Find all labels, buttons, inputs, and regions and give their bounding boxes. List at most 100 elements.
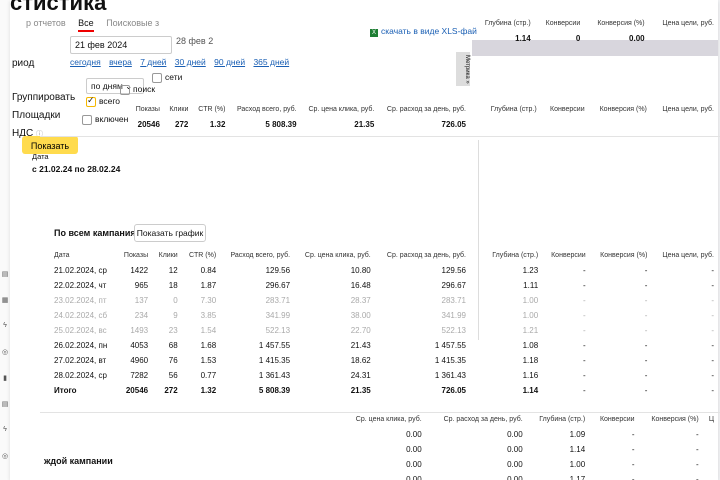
tab-prefix: р отчетов [26, 18, 66, 28]
show-button[interactable]: Показать [22, 136, 78, 154]
row-conv: - [583, 356, 586, 365]
pc-cpc: 0.00 [406, 430, 422, 439]
table-row: 0.00 0.00 1.14 - - [340, 442, 718, 457]
pc-goal [703, 427, 718, 442]
table-icon[interactable]: ▤ [1, 401, 9, 408]
row-clicks: 0 [173, 296, 178, 305]
area-all-label: всего [99, 96, 121, 106]
tab-search[interactable]: Поисковые з [106, 18, 160, 28]
metric-header: Конверсия (%) [597, 20, 645, 27]
pc-cpc: 0.00 [406, 445, 422, 454]
bolt-icon-2[interactable]: ϟ [3, 426, 7, 433]
per-campaign-body: 0.00 0.00 1.09 - - 0.00 0.00 1.14 - - 0.00 0.00 1.00… [340, 427, 718, 480]
range-90[interactable]: 90 дней [214, 57, 246, 67]
table-row: 27.02.2024, вт 4960 76 1.53 1 415.35 18.62 1 4… [50, 353, 470, 368]
range-7[interactable]: 7 дней [140, 57, 167, 67]
xls-link-text: скачать в виде XLS-фай [381, 26, 477, 36]
row-date: 25.02.2024, вс [54, 326, 107, 335]
row-convp: - [644, 281, 648, 290]
date-from-input[interactable]: 21 фев 2024 [70, 36, 172, 54]
row-ctr: 3.85 [200, 311, 217, 320]
total-metrics-row: 1.14 - - - [482, 383, 718, 398]
quick-ranges: сегодня вчера 7 дней 30 дней 90 дней 365… [70, 57, 295, 67]
total-conv: - [583, 386, 586, 395]
pc-cpc: 0.00 [406, 460, 422, 469]
row-cost: 341.99 [265, 311, 291, 320]
summary-table: Показы Клики CTR (%) Расход всего, руб. … [130, 102, 470, 132]
check-circle-icon-2[interactable]: ◎ [1, 453, 9, 460]
date-to-input[interactable]: 28 фев 2 [176, 36, 214, 46]
section-title-per-campaign: ждой кампании [44, 456, 113, 466]
row-cost: 129.56 [265, 266, 291, 275]
tab-all[interactable]: Все [78, 18, 94, 32]
area-networks-checkbox[interactable]: сети [152, 72, 182, 83]
row-clicks: 76 [168, 356, 178, 365]
row-depth: 1.11 [523, 281, 539, 290]
grid-icon[interactable]: ▦ [1, 297, 9, 304]
row-cpc: 38.00 [350, 311, 371, 320]
check-circle-icon[interactable]: ◎ [1, 349, 9, 356]
vat-label: НДС ⓘ [12, 128, 43, 139]
total-ctr: 1.32 [200, 386, 217, 395]
table-row: 0.00 0.00 1.17 - - [340, 472, 718, 480]
row-daily: 283.71 [441, 296, 466, 305]
row-convp: - [644, 266, 648, 275]
row-date: 24.02.2024, сб [54, 311, 108, 320]
col-header: Ср. расход за день, руб. [386, 252, 466, 259]
row-date: 28.02.2024, ср [54, 371, 107, 380]
area-search-checkbox[interactable]: поиск [120, 84, 155, 95]
pc-depth: 1.17 [569, 475, 586, 480]
section-title-all: По всем кампаниям [54, 228, 143, 238]
summary-metric-header: Цена цели, руб. [662, 106, 714, 113]
total-depth: 1.14 [522, 386, 539, 395]
total-shows: 20546 [125, 386, 149, 395]
metrics-header-bar [472, 40, 718, 56]
row-daily: 1 457.55 [434, 341, 466, 350]
top-metrics-table: Глубина (стр.) Конверсии Конверсия (%) Ц… [472, 16, 718, 46]
row-date: 27.02.2024, вт [54, 356, 107, 365]
table-row: 1.08 - - - [482, 338, 718, 353]
range-yesterday[interactable]: вчера [109, 57, 132, 67]
metric-value: 0.00 [629, 34, 645, 43]
metric-col-header: Цена цели, руб. [662, 252, 714, 259]
row-daily: 1 415.35 [434, 356, 466, 365]
metric-col-header: Конверсии [551, 252, 586, 259]
range-365[interactable]: 365 дней [253, 57, 290, 67]
table-row: 1.00 - - - [482, 293, 718, 308]
bolt-icon[interactable]: ϟ [3, 322, 7, 329]
row-ctr: 7.30 [200, 296, 217, 305]
date-range: с 21.02.24 по 28.02.24 [32, 164, 121, 174]
row-conv: - [583, 371, 586, 380]
row-convp: - [644, 371, 648, 380]
metric-value: 0 [575, 34, 581, 43]
row-date: 21.02.2024, ср [54, 266, 107, 275]
range-30[interactable]: 30 дней [174, 57, 206, 67]
bar-chart-icon[interactable]: ▮ [3, 375, 7, 382]
pc-conv: - [631, 430, 635, 439]
campaigns-metrics-table: Глубина (стр.) Конверсии Конверсия (%) Ц… [482, 248, 718, 398]
group-label: Группировать [12, 92, 76, 103]
pc-convp: - [696, 430, 699, 439]
group-value: по дням [91, 81, 123, 91]
metrics-tag[interactable]: Метрика » [456, 52, 470, 86]
table-row: 0.00 0.00 1.09 - - [340, 427, 718, 442]
range-today[interactable]: сегодня [70, 57, 101, 67]
summary-value: 272 [175, 120, 189, 129]
list-icon[interactable]: ▤ [1, 271, 9, 278]
row-clicks: 68 [168, 341, 178, 350]
show-graph-button[interactable]: Показать график [134, 224, 206, 242]
total-row: Итого 20546 272 1.32 5 808.39 21.35 726.… [50, 383, 470, 398]
period-label: риод [12, 58, 35, 69]
row-shows: 1422 [130, 266, 149, 275]
group-select[interactable]: по дням ⌄ [86, 78, 144, 94]
area-all-checkbox[interactable]: всего [86, 95, 121, 107]
summary-header: Ср. цена клика, руб. [308, 106, 375, 113]
total-daily: 726.05 [441, 386, 466, 395]
report-tabs: р отчетов Все Поисковые з [26, 18, 169, 32]
vat-include-checkbox[interactable]: включен [82, 114, 128, 125]
summary-header: CTR (%) [198, 106, 226, 113]
row-convp: - [644, 326, 648, 335]
help-icon[interactable]: ⓘ [36, 131, 43, 138]
excel-icon: X [370, 29, 378, 37]
